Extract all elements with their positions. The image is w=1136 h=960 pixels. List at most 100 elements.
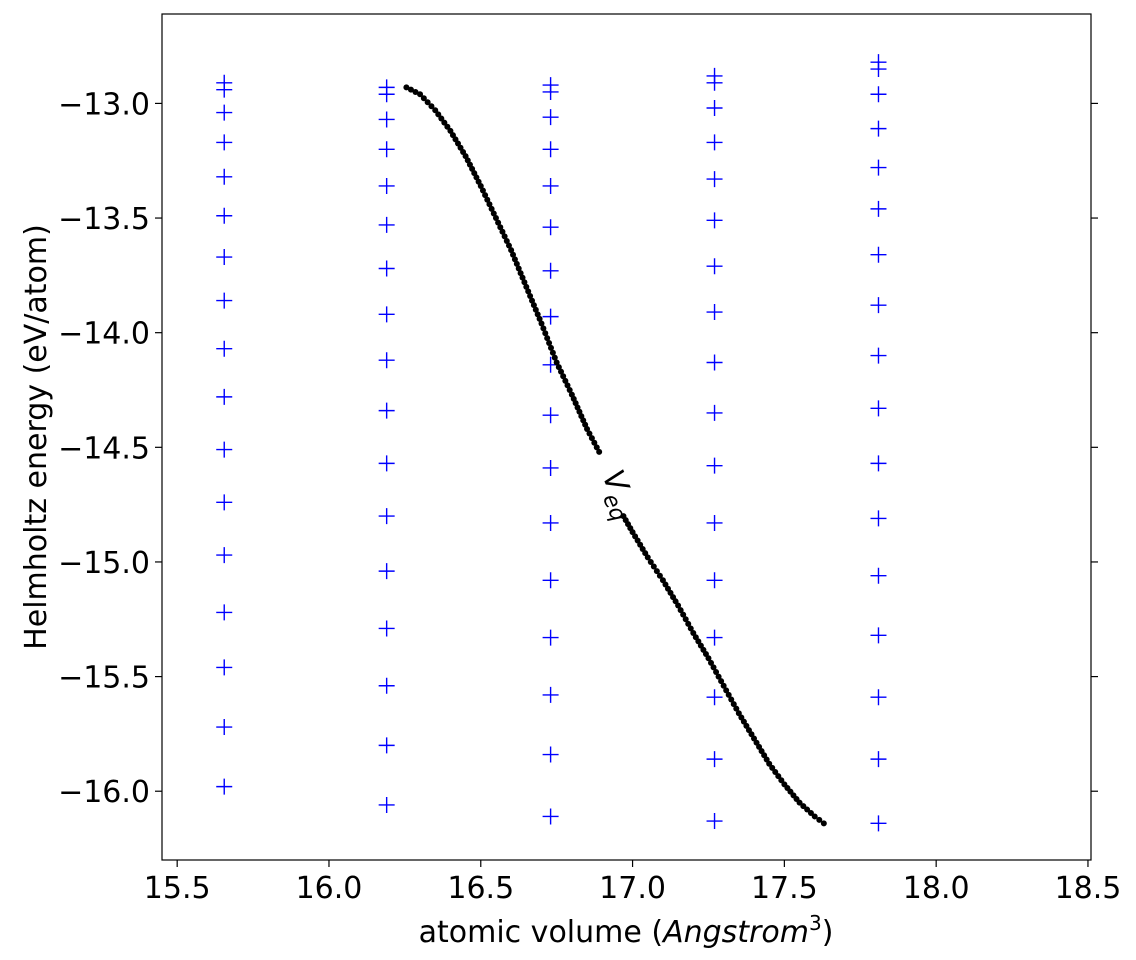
- y-tick-label: −14.5: [58, 431, 150, 466]
- curve-point: [775, 773, 782, 780]
- y-axis-title: Helmholtz energy (eV/atom): [19, 224, 54, 650]
- y-axis-ticks: −13.0 −13.5 −14.0 −14.5 −15.0 −15.5 −16.0: [58, 87, 1098, 810]
- plus-point: [706, 404, 723, 421]
- curve-point: [530, 302, 537, 309]
- plus-point: [542, 686, 559, 703]
- curve-point: [685, 620, 692, 627]
- curve-point: [527, 293, 534, 299]
- curve-point: [713, 669, 720, 675]
- curve-point: [553, 359, 560, 366]
- plus-point: [706, 304, 723, 321]
- x-axis-title-suffix: ): [822, 915, 834, 950]
- curve-point: [435, 111, 442, 118]
- plus-point: [216, 340, 233, 357]
- plus-point: [216, 441, 233, 458]
- curve-point: [558, 368, 565, 375]
- plus-point: [870, 200, 887, 217]
- curve-point: [772, 768, 779, 775]
- plus-point: [706, 74, 723, 91]
- curve-point: [816, 816, 823, 823]
- plus-point: [870, 159, 887, 176]
- plus-point: [870, 455, 887, 472]
- plus-point: [378, 402, 395, 419]
- curve-point: [547, 344, 554, 351]
- curve-point: [417, 91, 424, 98]
- curve-point: [562, 377, 569, 384]
- curve-point: [650, 563, 657, 570]
- curve-point: [766, 760, 773, 767]
- plus-point: [378, 620, 395, 637]
- curve-point: [490, 210, 497, 217]
- y-tick-label: −14.0: [58, 317, 150, 352]
- x-tick-label: 16.0: [296, 871, 363, 906]
- y-tick-label: −13.5: [58, 202, 150, 237]
- plus-point: [216, 104, 233, 121]
- curve-point: [682, 616, 689, 623]
- curve-point: [511, 256, 518, 263]
- plus-point: [706, 751, 723, 768]
- y-tick-label: −13.0: [58, 87, 150, 122]
- plus-point: [706, 212, 723, 229]
- plus-point: [870, 815, 887, 832]
- plus-point: [870, 400, 887, 417]
- curve-point: [546, 340, 553, 346]
- curve-point: [488, 205, 495, 212]
- plus-point: [706, 354, 723, 371]
- plus-point: [216, 388, 233, 405]
- plus-point: [378, 177, 395, 194]
- plot-area-frame: [161, 13, 1092, 861]
- x-axis-title: atomic volume (Angstrom3): [419, 911, 834, 950]
- curve-point: [653, 568, 660, 575]
- curve-point: [728, 696, 735, 703]
- plus-point: [706, 100, 723, 116]
- curve-point: [584, 425, 591, 432]
- plus-point: [378, 352, 395, 369]
- curve-point: [438, 115, 445, 122]
- plus-point: [216, 604, 233, 621]
- curve-point: [710, 664, 717, 671]
- curve-point: [403, 84, 410, 91]
- curve-point: [593, 444, 600, 451]
- plus-point: [542, 808, 559, 825]
- plus-point: [870, 120, 887, 137]
- curve-point: [733, 705, 740, 712]
- plus-point: [870, 86, 887, 103]
- curve-point: [444, 123, 451, 130]
- curve-point: [720, 682, 727, 689]
- curve-point: [769, 764, 776, 771]
- curve-point: [420, 95, 427, 102]
- x-tick-label: 18.0: [903, 871, 970, 906]
- curve-point: [715, 673, 722, 680]
- plus-point: [706, 171, 723, 188]
- plus-point: [378, 563, 395, 580]
- plus-point: [706, 457, 723, 474]
- x-tick-label: 15.5: [144, 871, 211, 906]
- plus-point: [216, 778, 233, 795]
- plus-point: [542, 262, 559, 279]
- plus-point: [542, 308, 559, 325]
- curve-point: [477, 182, 484, 189]
- curve-point: [523, 283, 530, 290]
- plus-point: [378, 737, 395, 754]
- plus-point: [378, 306, 395, 323]
- curve-point: [705, 655, 712, 662]
- curve-point: [566, 387, 573, 393]
- plus-point: [216, 494, 233, 511]
- curve-point: [540, 325, 547, 332]
- plus-point: [378, 141, 395, 158]
- curve-point: [725, 691, 732, 698]
- plus-point: [216, 249, 233, 266]
- curve-point: [492, 215, 499, 222]
- curve-point: [644, 554, 651, 561]
- plus-point: [216, 134, 233, 151]
- curve-point: [484, 196, 491, 203]
- curve-point: [432, 107, 439, 114]
- x-tick-label: 16.5: [447, 871, 514, 906]
- plus-point: [542, 514, 559, 531]
- curve-point: [517, 270, 524, 277]
- plus-point: [870, 567, 887, 584]
- curve-point: [723, 687, 730, 694]
- curve-point: [519, 274, 526, 281]
- curve-point: [800, 803, 807, 810]
- curve-point: [555, 364, 562, 371]
